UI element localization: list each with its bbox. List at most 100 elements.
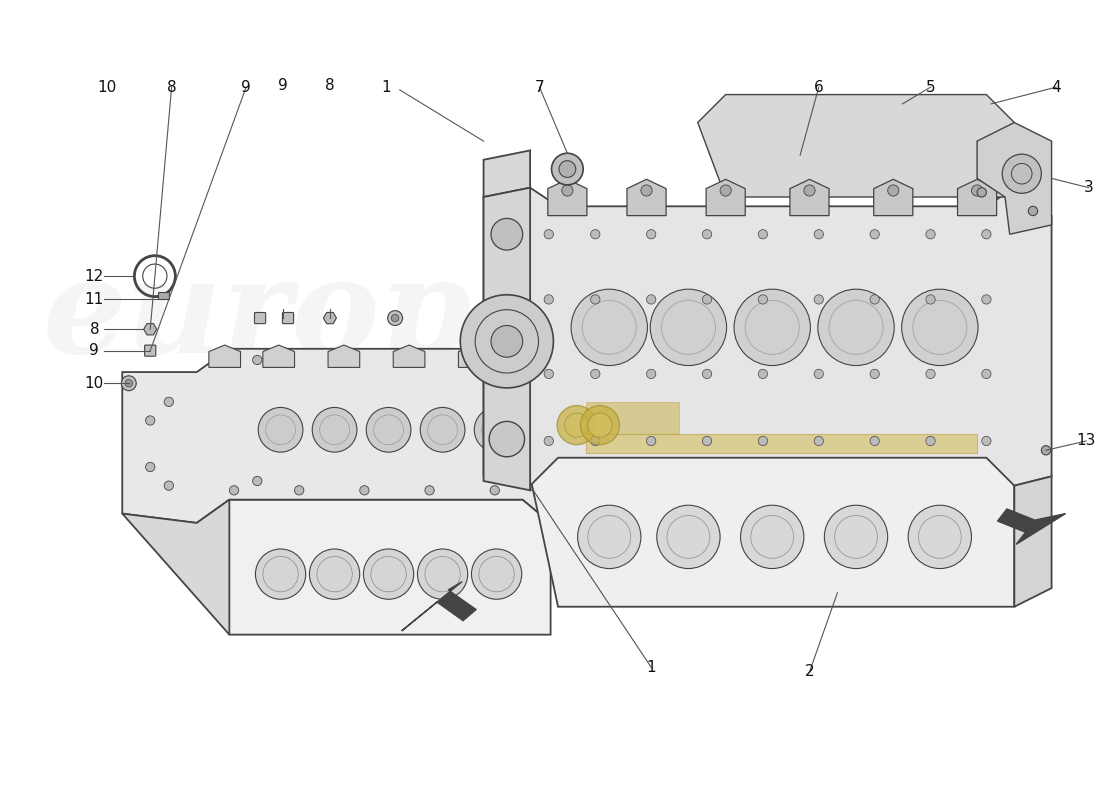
- Circle shape: [544, 294, 553, 304]
- Circle shape: [559, 161, 575, 178]
- Polygon shape: [627, 179, 667, 216]
- Circle shape: [587, 413, 612, 438]
- Polygon shape: [873, 179, 913, 216]
- Text: 4: 4: [1052, 80, 1062, 94]
- Polygon shape: [977, 122, 1052, 234]
- Circle shape: [926, 294, 935, 304]
- Circle shape: [164, 398, 174, 406]
- Circle shape: [230, 358, 239, 367]
- Circle shape: [824, 506, 888, 569]
- Polygon shape: [998, 509, 1066, 544]
- Circle shape: [814, 436, 824, 446]
- FancyBboxPatch shape: [254, 313, 266, 324]
- Polygon shape: [459, 345, 491, 367]
- Circle shape: [258, 407, 303, 452]
- Circle shape: [870, 370, 879, 378]
- Circle shape: [562, 185, 573, 196]
- Polygon shape: [1014, 476, 1052, 606]
- Polygon shape: [484, 150, 530, 197]
- Circle shape: [981, 370, 991, 378]
- Circle shape: [387, 310, 403, 326]
- Circle shape: [363, 549, 414, 599]
- Circle shape: [870, 230, 879, 239]
- Text: europes: europes: [43, 252, 630, 381]
- Circle shape: [474, 407, 519, 452]
- Polygon shape: [122, 349, 551, 523]
- Text: 8: 8: [167, 80, 176, 94]
- Circle shape: [164, 481, 174, 490]
- Circle shape: [647, 370, 656, 378]
- Circle shape: [295, 486, 304, 495]
- Circle shape: [1002, 154, 1042, 194]
- Polygon shape: [586, 402, 679, 434]
- Circle shape: [121, 376, 136, 390]
- Polygon shape: [530, 453, 1014, 606]
- Circle shape: [581, 406, 619, 445]
- Text: 5: 5: [926, 80, 935, 94]
- Circle shape: [145, 462, 155, 472]
- Polygon shape: [328, 345, 360, 367]
- Text: 8: 8: [326, 78, 334, 93]
- Circle shape: [360, 486, 368, 495]
- Circle shape: [491, 486, 499, 495]
- Circle shape: [758, 370, 768, 378]
- Polygon shape: [957, 179, 997, 216]
- Circle shape: [977, 188, 987, 197]
- Circle shape: [591, 370, 600, 378]
- Circle shape: [491, 218, 522, 250]
- Text: 10: 10: [97, 80, 117, 94]
- Polygon shape: [323, 313, 337, 324]
- Circle shape: [758, 294, 768, 304]
- Circle shape: [518, 355, 527, 365]
- Polygon shape: [484, 188, 1052, 486]
- Circle shape: [703, 436, 712, 446]
- FancyBboxPatch shape: [144, 345, 156, 356]
- Text: 3: 3: [1084, 180, 1093, 195]
- Polygon shape: [393, 345, 425, 367]
- Text: 12: 12: [85, 269, 104, 284]
- Text: 9: 9: [89, 343, 99, 358]
- Text: 1: 1: [647, 660, 656, 674]
- Polygon shape: [586, 434, 977, 453]
- Circle shape: [971, 185, 982, 196]
- Circle shape: [870, 436, 879, 446]
- Text: 9: 9: [241, 80, 251, 94]
- Circle shape: [145, 416, 155, 425]
- Circle shape: [420, 407, 465, 452]
- Text: 10: 10: [85, 376, 104, 390]
- Circle shape: [527, 481, 537, 490]
- Circle shape: [758, 436, 768, 446]
- Text: a passion for: a passion for: [287, 350, 591, 394]
- Circle shape: [647, 294, 656, 304]
- Circle shape: [490, 422, 525, 457]
- Polygon shape: [144, 323, 156, 335]
- Circle shape: [230, 486, 239, 495]
- Polygon shape: [197, 500, 551, 634]
- Circle shape: [591, 294, 600, 304]
- Polygon shape: [209, 345, 241, 367]
- Polygon shape: [515, 345, 546, 367]
- Circle shape: [814, 294, 824, 304]
- Polygon shape: [157, 292, 168, 299]
- Circle shape: [544, 436, 553, 446]
- Text: 6: 6: [814, 80, 824, 94]
- Circle shape: [1042, 446, 1050, 455]
- Circle shape: [578, 506, 641, 569]
- Circle shape: [740, 506, 804, 569]
- Circle shape: [926, 230, 935, 239]
- Circle shape: [814, 230, 824, 239]
- Polygon shape: [548, 179, 587, 216]
- Text: 11: 11: [85, 292, 104, 307]
- Circle shape: [253, 476, 262, 486]
- Circle shape: [472, 549, 521, 599]
- Text: 2: 2: [805, 665, 814, 679]
- Circle shape: [544, 370, 553, 378]
- Circle shape: [392, 314, 399, 322]
- Circle shape: [703, 370, 712, 378]
- Circle shape: [647, 436, 656, 446]
- Circle shape: [902, 289, 978, 366]
- Circle shape: [460, 294, 553, 388]
- Text: 7: 7: [535, 80, 544, 94]
- Circle shape: [981, 294, 991, 304]
- Text: 1: 1: [381, 80, 390, 94]
